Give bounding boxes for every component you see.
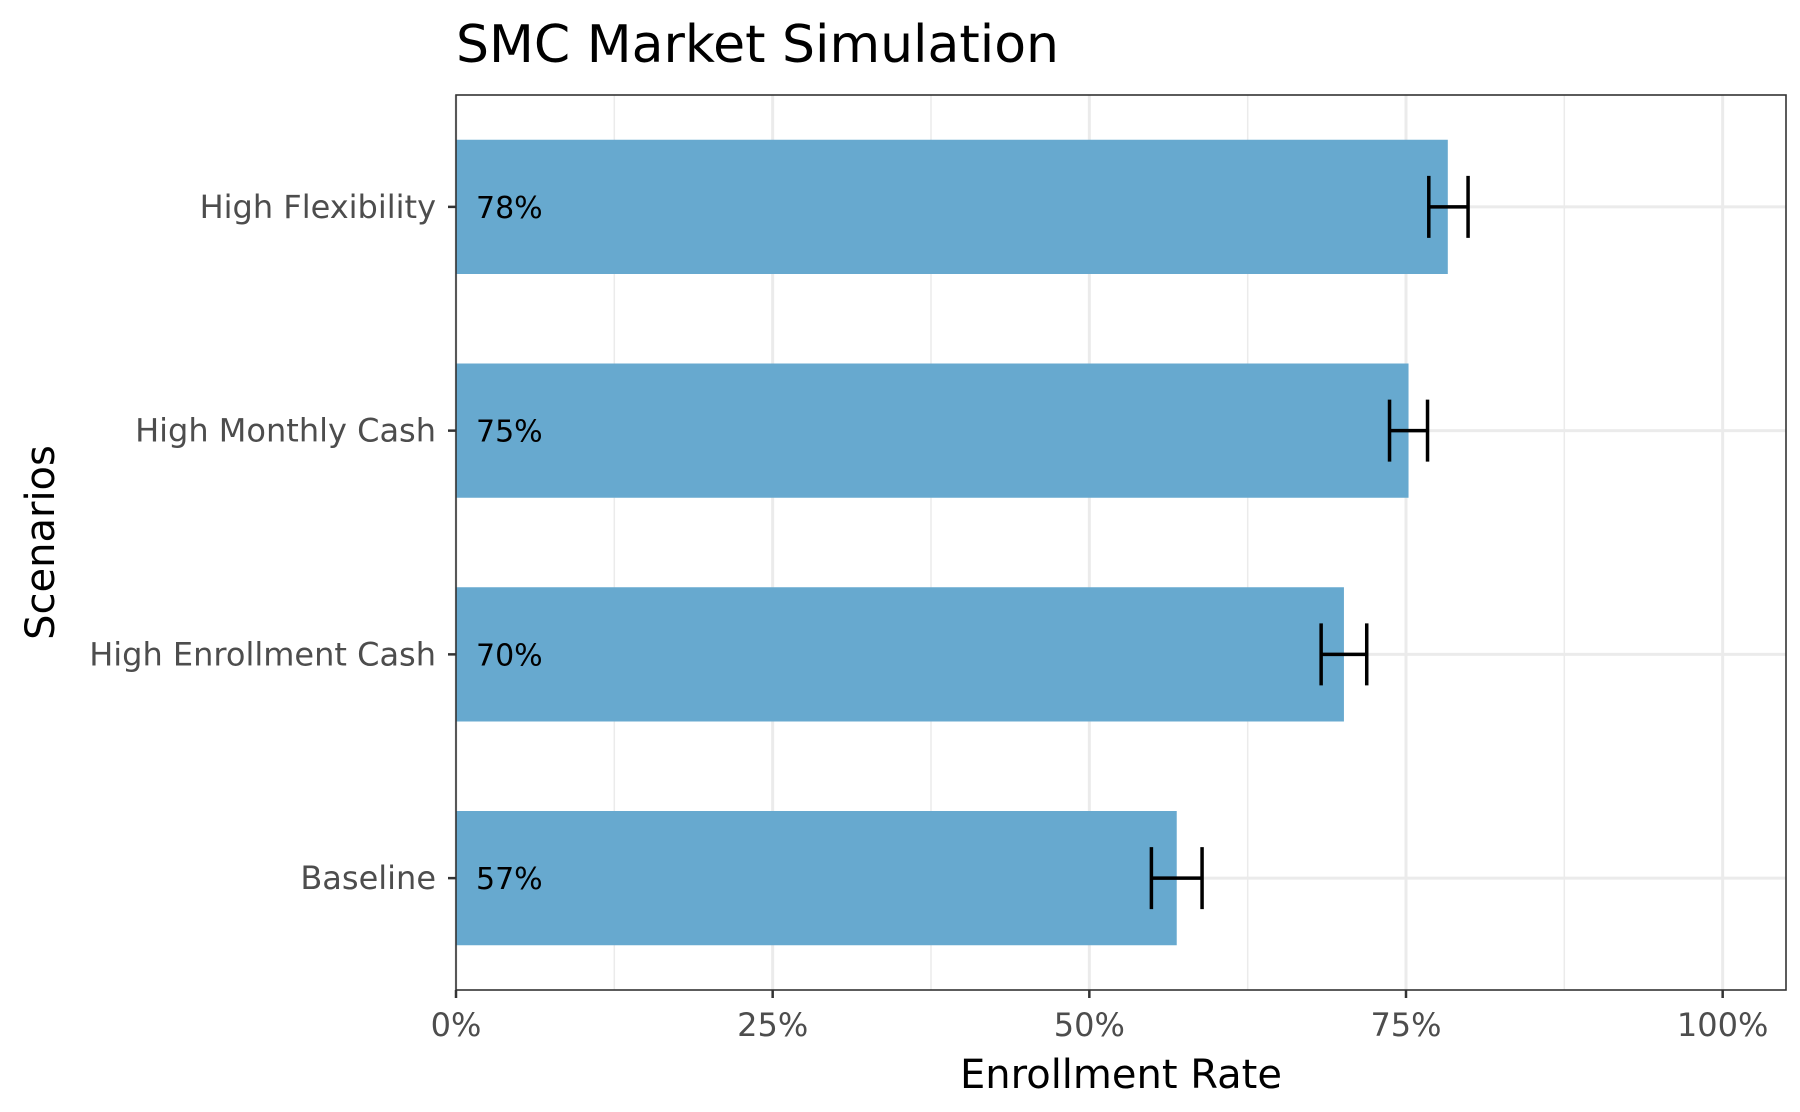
panel-border (455, 94, 1787, 991)
data-label-2: 75% (476, 415, 543, 450)
x-tick-label: 50% (1054, 1006, 1125, 1044)
x-tick-label: 100% (1677, 1006, 1768, 1044)
chart-title: SMC Market Simulation (456, 15, 1059, 75)
error-bar-2 (1387, 399, 1430, 462)
bars (456, 139, 1448, 946)
x-tick-label: 75% (1370, 1006, 1441, 1044)
bar-2 (456, 363, 1409, 498)
error-bar-3 (1319, 623, 1369, 686)
error-bar-1 (1427, 175, 1470, 238)
bar-3 (456, 587, 1344, 722)
error-bar-4 (1149, 847, 1204, 910)
y-tick-label: Baseline (300, 859, 436, 897)
y-tick-label: High Enrollment Cash (89, 635, 436, 673)
data-labels: 78% 75% 70% 57% (476, 191, 543, 897)
data-label-4: 57% (476, 862, 543, 897)
error-bars (1149, 175, 1470, 910)
x-tick-label: 0% (431, 1006, 482, 1044)
data-label-3: 70% (476, 638, 543, 673)
y-tick-label: High Flexibility (200, 188, 436, 226)
x-axis-title: Enrollment Rate (960, 1052, 1282, 1098)
bar-4 (456, 811, 1177, 946)
bar-1 (456, 139, 1448, 274)
y-axis-title: Scenarios (18, 445, 64, 640)
y-tick-label: High Monthly Cash (135, 412, 436, 450)
x-tick-label: 25% (737, 1006, 808, 1044)
data-label-1: 78% (476, 191, 543, 226)
axes: 0% 25% 50% 75% 100% High Flexibility High Mont… (89, 188, 1768, 1044)
